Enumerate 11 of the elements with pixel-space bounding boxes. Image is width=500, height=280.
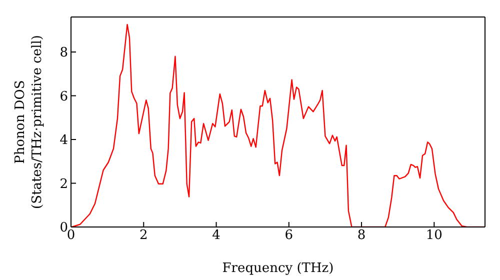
x-tick-label: 6 <box>284 228 294 244</box>
x-tick-label: 10 <box>426 228 442 244</box>
y-tick-label: 4 <box>60 133 68 148</box>
x-tick-label: 8 <box>357 228 366 244</box>
x-axis-title: Frequency (THz) <box>222 261 334 276</box>
x-tick-label: 2 <box>139 228 148 244</box>
y-tick-label: 6 <box>60 89 68 104</box>
y-axis-title: Phonon DOS (States/THz·primitive cell) <box>13 34 45 210</box>
y-tick-label: 2 <box>60 176 68 192</box>
y-tick-label: 8 <box>60 46 68 61</box>
x-tick-label: 4 <box>212 228 220 244</box>
